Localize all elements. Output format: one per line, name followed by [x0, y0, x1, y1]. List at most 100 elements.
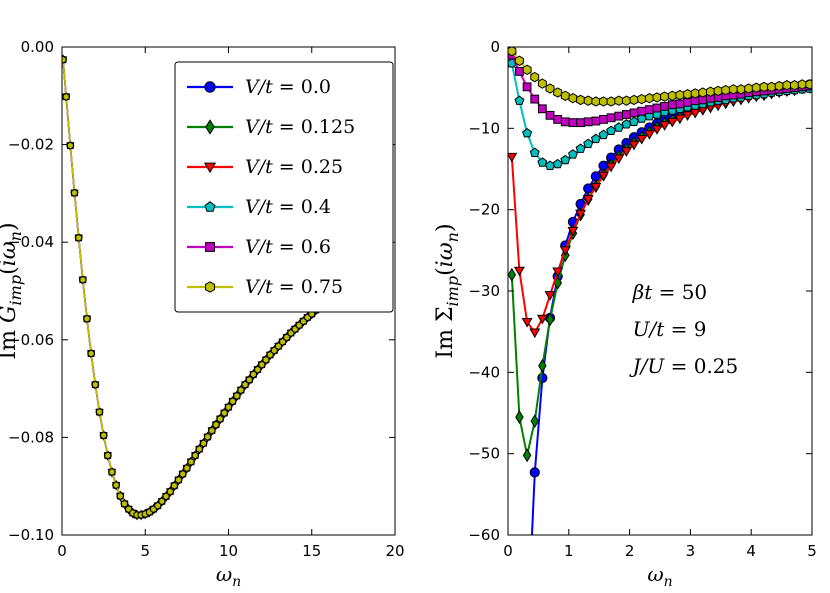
hexagon-marker: [204, 432, 212, 441]
hexagon-marker: [233, 391, 241, 400]
y-tick-label: 0.00: [21, 38, 54, 56]
square-marker: [553, 114, 563, 124]
square-marker: [652, 103, 662, 113]
pentagon-marker: [529, 147, 540, 157]
hexagon-marker: [229, 397, 237, 406]
triangle-down-marker: [559, 246, 571, 256]
hexagon-marker: [576, 94, 586, 106]
square-marker: [660, 101, 670, 111]
y-tick-label: −0.10: [8, 526, 54, 544]
hexagon-marker: [797, 79, 807, 90]
triangle-down-marker: [582, 195, 594, 205]
hexagon-marker: [622, 95, 631, 106]
hexagon-marker: [200, 439, 207, 448]
x-tick-label: 2: [625, 542, 635, 560]
hexagon-marker: [66, 141, 74, 150]
hexagon-marker: [75, 233, 83, 242]
square-marker: [537, 104, 547, 114]
series-V-t-0.75: [62, 55, 366, 519]
plot-area: [62, 54, 366, 521]
triangle-down-marker: [682, 111, 693, 121]
x-tick-label: 1: [564, 542, 574, 560]
hexagon-marker: [220, 409, 228, 417]
y-tick-label: −30: [468, 282, 500, 300]
hexagon-marker: [537, 78, 547, 89]
legend: V/t = 0.0 V/t = 0.125 V/t = 0.25 V/t = 0.4 V…: [174, 61, 394, 313]
y-tick-label: −50: [468, 445, 500, 463]
hexagon-marker: [245, 375, 253, 384]
x-tick-label: 15: [302, 542, 321, 560]
parameter-annotation: βt = 50 U/t = 9 J/U = 0.25: [629, 280, 739, 378]
hexagon-marker: [675, 89, 685, 101]
hexagon-marker: [216, 414, 224, 423]
pentagon-marker: [583, 138, 594, 148]
x-axis-label: ωn: [216, 562, 241, 590]
y-tick-label: −0.06: [8, 331, 54, 349]
legend-entry-label: V/t = 0.125: [245, 116, 355, 138]
hexagon-marker: [713, 85, 723, 97]
square-marker: [667, 100, 677, 110]
square-marker: [522, 82, 532, 92]
x-axis-label: ωn: [647, 562, 672, 590]
triangle-down-marker: [628, 140, 640, 151]
square-marker: [606, 113, 616, 123]
plot-area: [508, 47, 812, 535]
square-marker: [515, 66, 524, 76]
hexagon-marker: [212, 420, 220, 429]
hexagon-marker: [71, 188, 78, 197]
hexagon-marker: [96, 408, 103, 416]
y-axis-label: Im Gimp(iωn): [0, 222, 25, 359]
y-tick-label: −20: [468, 201, 500, 219]
y-tick-label: −0.04: [8, 233, 54, 251]
square-marker: [622, 110, 631, 119]
circle-marker: [204, 81, 216, 93]
square-marker: [599, 114, 608, 124]
pentagon-marker: [575, 143, 586, 153]
hexagon-marker: [79, 275, 87, 284]
x-tick-label: 0: [503, 542, 513, 560]
triangle-down-marker: [613, 154, 625, 165]
hexagon-marker: [191, 451, 199, 460]
hexagon-marker: [706, 86, 715, 97]
hexagon-marker: [195, 445, 203, 454]
diamond-marker: [545, 312, 555, 327]
hexagon-marker: [83, 314, 91, 323]
hexagon-marker: [179, 470, 187, 478]
triangle-down-marker: [508, 152, 518, 163]
triangle-down-marker: [513, 266, 525, 277]
pentagon-marker: [560, 154, 571, 165]
hexagon-marker: [166, 487, 174, 496]
hexagon-marker: [690, 88, 700, 99]
triangle-down-marker: [552, 267, 564, 278]
hexagon-marker: [790, 80, 799, 91]
triangle-down-marker: [605, 162, 617, 173]
hexagon-marker: [728, 84, 738, 95]
hexagon-marker: [736, 84, 746, 95]
hexagon-marker: [91, 380, 99, 389]
triangle-down-marker: [598, 171, 609, 182]
x-tick-label: 10: [219, 542, 238, 560]
x-tick-label: 0: [57, 542, 67, 560]
square-marker: [644, 105, 654, 115]
pentagon-marker: [522, 127, 533, 138]
square-marker: [568, 118, 578, 128]
hexagon-marker: [522, 64, 532, 75]
hexagon-marker: [170, 481, 178, 490]
hexagon-marker: [660, 91, 670, 102]
hexagon-marker: [87, 349, 95, 358]
ticks: 0 1 2 3 4 5 0 −10 −20 −30 −40 −50 −60: [468, 38, 816, 560]
diamond-marker: [522, 448, 532, 463]
hexagon-marker: [175, 475, 182, 484]
right-plot: 0 1 2 3 4 5 0 −10 −20 −30 −40 −50 −60 ωn Im Σimp(iωn) β…: [433, 38, 817, 590]
hexagon-marker: [121, 499, 128, 508]
triangle-down-marker: [643, 130, 655, 140]
legend-box: [174, 61, 394, 313]
triangle-down-marker: [575, 209, 587, 220]
hexagon-marker: [112, 481, 120, 490]
ticks: 0 5 10 15 20 0.00 −0.02 −0.04 −0.06 −0.08 −0.10: [8, 38, 405, 560]
pentagon-marker: [598, 129, 609, 140]
legend-entry-label: V/t = 0.6: [245, 236, 331, 258]
triangle-down-marker: [620, 147, 632, 157]
hexagon-marker: [514, 55, 524, 66]
hexagon-marker: [751, 82, 761, 93]
